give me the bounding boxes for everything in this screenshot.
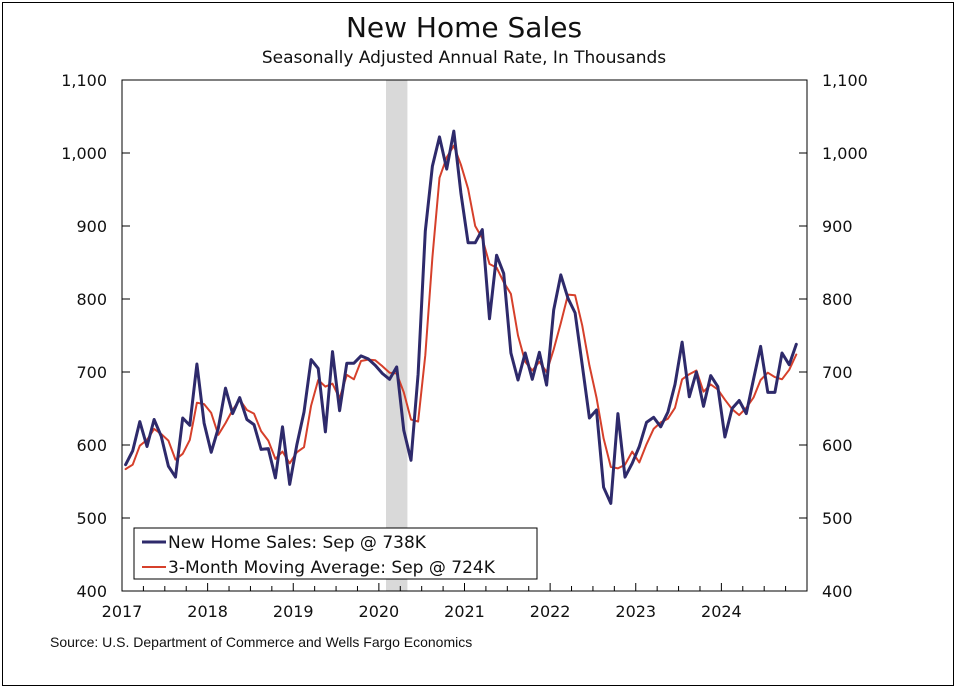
y-tick-label-left: 700 xyxy=(76,363,107,382)
legend-label-moving-average: 3-Month Moving Average: Sep @ 724K xyxy=(168,558,496,578)
legend-box xyxy=(133,527,538,580)
y-tick-label-left: 400 xyxy=(76,582,107,601)
y-tick-label-left: 900 xyxy=(76,217,107,236)
new-home-sales-line xyxy=(124,129,798,505)
x-tick-label: 2021 xyxy=(444,602,485,621)
y-tick-label-right: 400 xyxy=(822,582,853,601)
legend: New Home Sales: Sep @ 738K 3-Month Movin… xyxy=(133,527,538,580)
source-note: Source: U.S. Department of Commerce and … xyxy=(50,634,472,650)
x-tick-label: 2017 xyxy=(102,602,143,621)
x-tick-label: 2022 xyxy=(530,602,571,621)
chart-subtitle: Seasonally Adjusted Annual Rate, In Thou… xyxy=(262,48,666,68)
x-tick-label: 2020 xyxy=(359,602,400,621)
y-tick-label-left: 1,000 xyxy=(61,144,107,163)
y-tick-label-left: 600 xyxy=(76,436,107,455)
legend-label-new-home-sales: New Home Sales: Sep @ 738K xyxy=(168,533,427,553)
y-tick-label-left: 1,100 xyxy=(61,71,107,90)
plot-border xyxy=(121,79,808,592)
y-tick-label-right: 800 xyxy=(822,290,853,309)
y-tick-label-right: 900 xyxy=(822,217,853,236)
y-tick-label-right: 1,100 xyxy=(822,71,868,90)
y-tick-label-right: 500 xyxy=(822,509,853,528)
chart-title: New Home Sales xyxy=(346,11,582,44)
x-tick-label: 2019 xyxy=(273,602,314,621)
y-tick-label-right: 700 xyxy=(822,363,853,382)
recession-shading xyxy=(386,80,408,591)
y-tick-label-right: 600 xyxy=(822,436,853,455)
x-tick-label: 2024 xyxy=(701,602,742,621)
x-tick-label: 2018 xyxy=(187,602,228,621)
y-tick-label-right: 1,000 xyxy=(822,144,868,163)
y-tick-label-left: 500 xyxy=(76,509,107,528)
x-tick-label: 2023 xyxy=(615,602,656,621)
y-tick-label-left: 800 xyxy=(76,290,107,309)
